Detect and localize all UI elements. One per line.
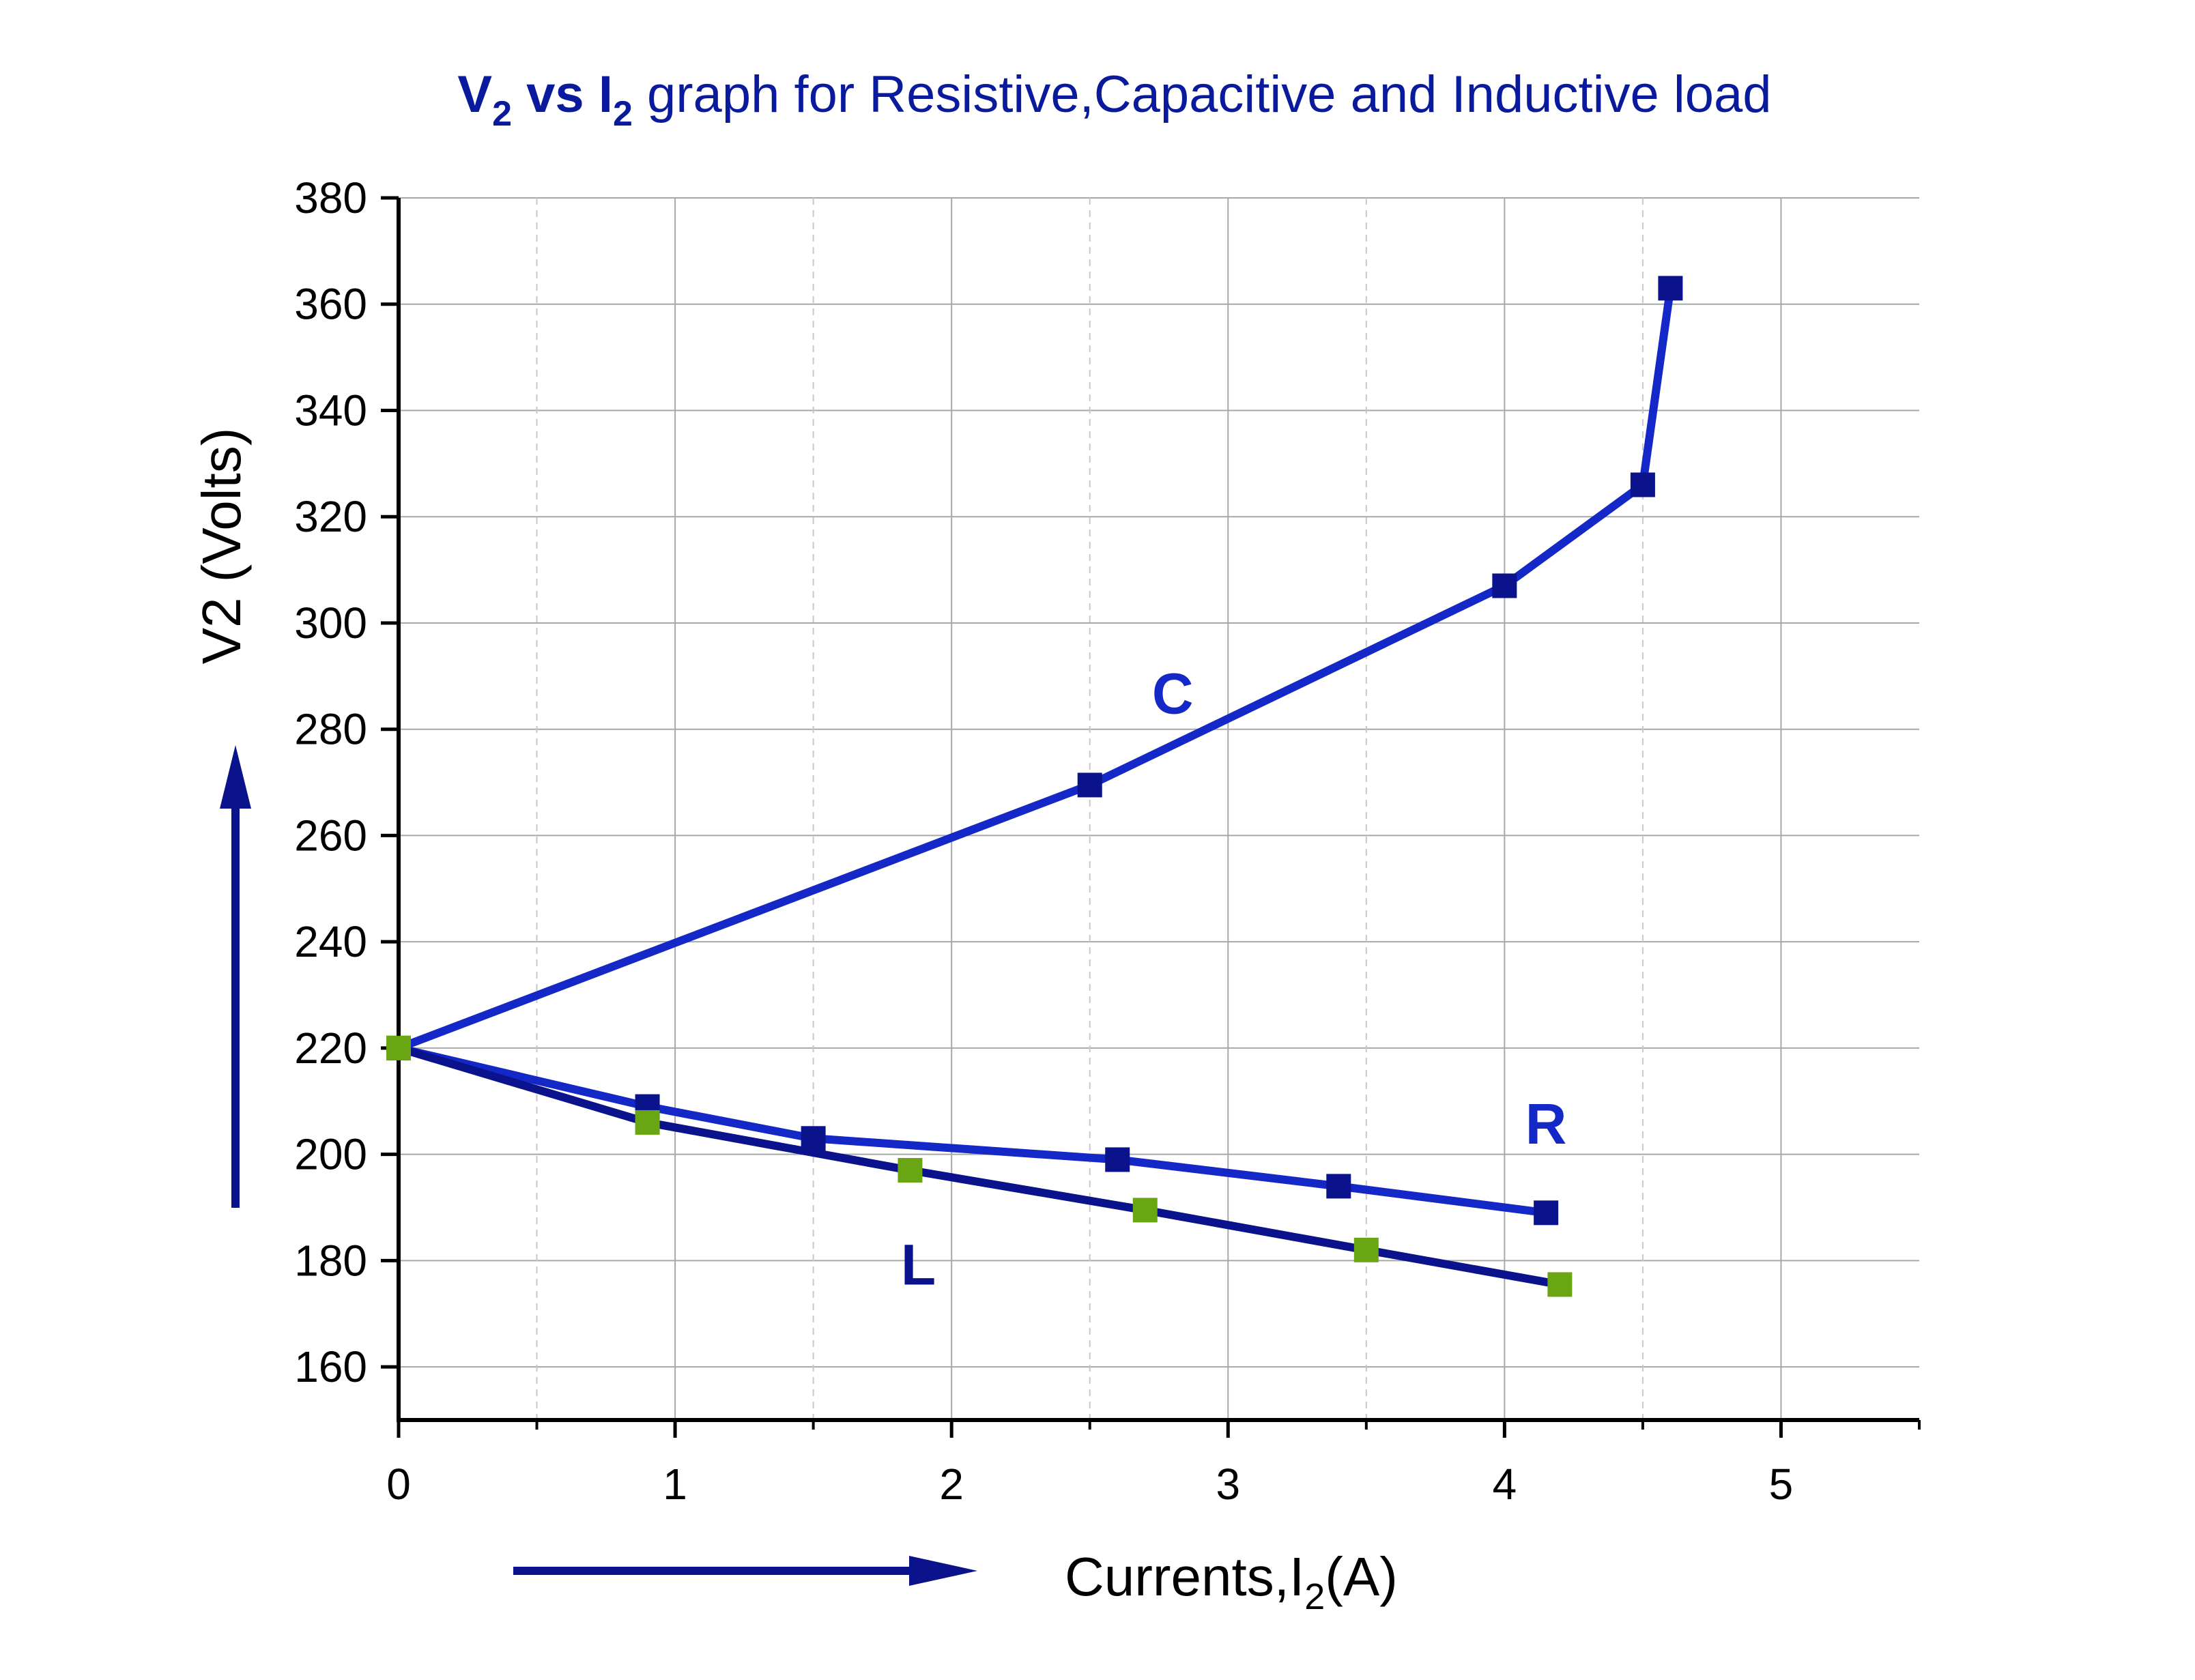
series-c-point [1658, 276, 1683, 301]
series-l-point [386, 1035, 411, 1060]
series-label-c: C [1152, 661, 1194, 725]
series-l-point [635, 1110, 660, 1135]
title-vs: vs [512, 66, 599, 124]
series-l-point [1547, 1272, 1573, 1297]
series-r-point [1105, 1147, 1130, 1172]
series-r-point [1326, 1174, 1351, 1199]
x-direction-arrow-head [909, 1556, 977, 1586]
y-tick-label: 160 [294, 1342, 367, 1391]
x-tick-label: 2 [939, 1460, 964, 1509]
y-tick-label: 320 [294, 492, 367, 541]
series-annotations: C R L [901, 661, 1567, 1297]
gridlines [399, 197, 1919, 1420]
x-axis-title-subscript: 2 [1304, 1576, 1325, 1617]
y-axis-title: V2 (Volts) [191, 428, 252, 665]
series-c-point [1630, 472, 1655, 497]
chart-title: V2 vs I2 graph for Resistive,Capacitive … [457, 66, 1771, 134]
series-l-point [1132, 1198, 1158, 1223]
series-c-line [397, 287, 1675, 1052]
series-c-point [1077, 772, 1102, 798]
x-tick-label: 0 [386, 1460, 411, 1509]
series-label-r: R [1525, 1092, 1567, 1156]
x-tick-label: 4 [1493, 1460, 1517, 1509]
series [386, 276, 1683, 1297]
y-tick-label: 360 [294, 280, 367, 329]
direction-arrows [220, 745, 977, 1586]
title-i: I [599, 66, 613, 124]
axes [381, 196, 1921, 1438]
y-direction-arrow-head [220, 745, 251, 809]
title-v-subscript: 2 [492, 94, 512, 134]
series-label-l: L [901, 1232, 936, 1297]
y-tick-label: 260 [294, 811, 367, 860]
y-tick-label: 380 [294, 173, 367, 222]
y-tick-label: 200 [294, 1130, 367, 1179]
title-i-subscript: 2 [613, 94, 633, 134]
series-l-line [397, 1044, 1561, 1289]
series-r-line [397, 1044, 1547, 1217]
tick-labels: 160 180 200 220 240 260 280 300 320 340 360 380 0 1 2 3… [294, 173, 1793, 1509]
series-r-point [801, 1126, 826, 1151]
y-tick-label: 240 [294, 917, 367, 966]
title-v: V [457, 66, 492, 124]
x-tick-label: 5 [1769, 1460, 1794, 1509]
y-tick-label: 340 [294, 386, 367, 435]
x-axis-title-main: Currents,I [1065, 1546, 1304, 1607]
series-l-point [1353, 1237, 1379, 1262]
series-l-point [898, 1158, 923, 1183]
series-c-point [1492, 573, 1517, 598]
series-r-point [1534, 1200, 1559, 1226]
x-axis-title-unit: (A) [1325, 1546, 1398, 1607]
x-axis-title: Currents,I2(A) [1065, 1546, 1398, 1617]
y-tick-label: 300 [294, 598, 367, 648]
y-tick-label: 180 [294, 1236, 367, 1285]
x-tick-label: 3 [1216, 1460, 1240, 1509]
y-tick-label: 220 [294, 1024, 367, 1073]
y-tick-label: 280 [294, 705, 367, 754]
title-rest: graph for Resistive,Capacitive and Induc… [633, 66, 1772, 124]
x-tick-label: 1 [663, 1460, 687, 1509]
